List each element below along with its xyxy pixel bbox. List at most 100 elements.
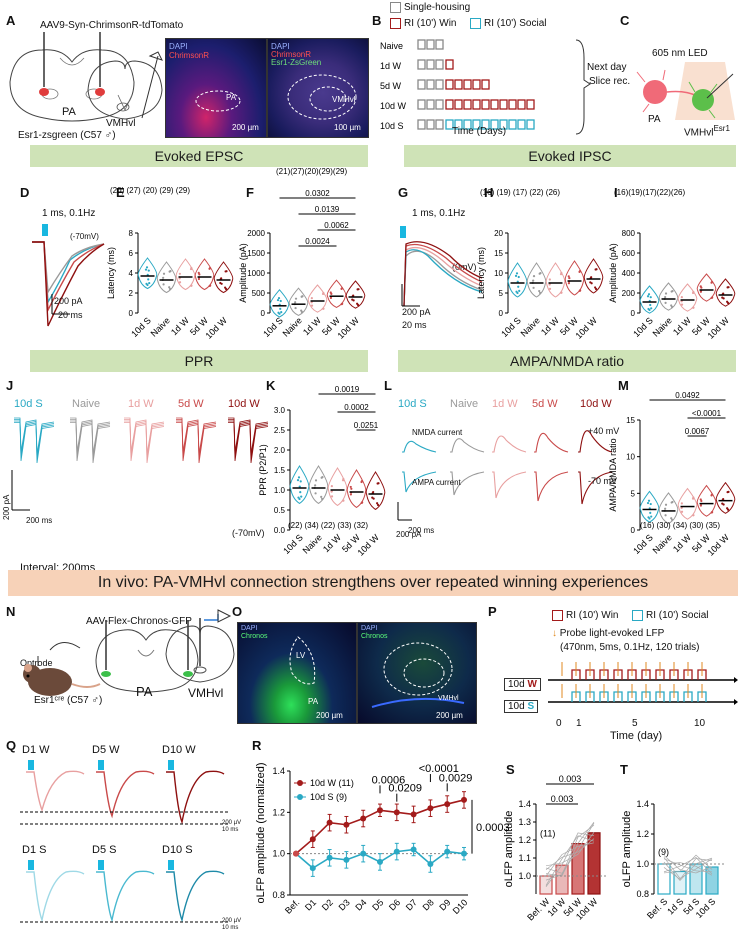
scale-y-g: 200 pA <box>402 307 431 317</box>
line-chart-r: 0.8 1.0 1.2 1.4 oLFP amplitude (normalized) B… <box>255 762 510 916</box>
laser-pulse <box>28 860 34 870</box>
schedule-row-label: 10d W <box>380 101 407 111</box>
x-tick-label: D5 <box>370 897 385 912</box>
violin-shape <box>327 467 348 506</box>
microscopy-pa-chronos: DAPI Chronos LV PA 200 µm <box>237 622 357 724</box>
y-tick-label: 500 <box>252 289 266 298</box>
individual-line <box>663 857 713 881</box>
scale-o1: 200 µm <box>316 711 343 720</box>
data-point <box>320 495 323 498</box>
data-point <box>650 307 653 310</box>
y-tick-label: 1000 <box>247 269 265 278</box>
y-tick-label: 2000 <box>247 229 265 238</box>
p-tick-1: 1 <box>576 718 582 729</box>
data-point <box>225 270 228 273</box>
data-point <box>329 296 333 300</box>
ppr-trace-label: 10d S <box>14 398 43 410</box>
data-point <box>567 282 571 285</box>
data-point <box>300 309 303 312</box>
data-point <box>427 805 434 812</box>
data-point <box>538 289 541 293</box>
social-box <box>445 119 454 130</box>
data-point <box>548 287 552 290</box>
y-tick-label: 200 <box>622 289 636 298</box>
panel-label-f: F <box>246 185 254 200</box>
ampa-nmda-trace-label: 10d W <box>580 398 612 410</box>
data-point <box>646 501 650 505</box>
violin-shape <box>526 262 547 298</box>
label-chronos-o: Chronos <box>241 633 268 640</box>
data-point <box>148 281 151 285</box>
data-point <box>517 275 520 279</box>
data-point <box>680 296 683 299</box>
data-point <box>393 848 400 855</box>
violin-shape <box>639 490 660 523</box>
social-box <box>517 119 526 130</box>
panel-label-e: E <box>116 185 125 200</box>
data-point <box>342 499 345 502</box>
nmda-label: NMDA current <box>412 428 463 437</box>
housing-box <box>417 79 426 90</box>
panel-label-g: G <box>398 185 409 200</box>
category-label: 10d W <box>355 532 381 558</box>
data-point <box>568 276 571 280</box>
y-axis-label: AMPA/NMDA ratio <box>608 438 618 511</box>
y-tick-label: 1.3 <box>518 817 531 827</box>
legend-housing: Single-housing <box>390 2 470 13</box>
panel-label-d: D <box>20 185 30 200</box>
y-axis-label: oLFP amplitude <box>503 811 515 888</box>
category-label: Naive <box>651 532 674 555</box>
data-point <box>350 487 353 490</box>
schedule-diagram: Naive 1d W 5d W 10d W 10d S <box>380 39 591 135</box>
panel-label-o: O <box>232 604 243 619</box>
nmda-trace <box>402 440 437 453</box>
scale-y-j: 200 pA <box>2 494 11 520</box>
led-label: 605 nm LED <box>652 48 708 59</box>
timeline-arrow <box>734 699 738 705</box>
data-point <box>649 303 652 307</box>
data-point <box>309 836 316 843</box>
mouse-label-n: Esr1ᶜʳᵉ (C57 ♂) <box>34 695 103 706</box>
category-label: 1d W <box>169 315 191 337</box>
label-dapi: DAPI <box>169 42 188 51</box>
individual-line <box>545 835 595 886</box>
trace-g <box>400 226 483 307</box>
vmhvl-label-c: VMHvlEsr1 <box>684 124 730 139</box>
x-tick-label: D3 <box>337 897 352 912</box>
data-point <box>360 479 364 483</box>
data-point <box>300 295 303 298</box>
legend-label: 10d S (9) <box>310 792 347 802</box>
x-tick-label: D6 <box>387 897 402 912</box>
y-axis-label: Latency (ms) <box>106 247 116 299</box>
data-point <box>664 503 668 506</box>
individual-line <box>545 821 595 877</box>
housing-box <box>435 39 444 50</box>
data-point <box>371 496 374 499</box>
label-vmh-o: VMHvl <box>438 695 459 702</box>
data-point <box>647 293 651 296</box>
p-value: 0.0024 <box>305 237 330 246</box>
p-value: <0.0001 <box>419 763 459 775</box>
nmda-trace <box>534 432 569 453</box>
violin-shape <box>677 487 698 520</box>
data-point <box>711 510 714 514</box>
label-dapi-o: DAPI <box>241 625 258 632</box>
brain-schematic-a2 <box>87 60 163 120</box>
y-tick-label: 1500 <box>247 249 265 258</box>
category-label: 10d S <box>631 532 655 556</box>
data-point <box>320 476 323 479</box>
ppr-trace-label: Naive <box>72 398 101 410</box>
panel-label-l: L <box>384 378 392 393</box>
n-counts: (20) (27) (20) (29) (29) <box>110 186 190 195</box>
data-point <box>711 296 714 299</box>
legend-p-win: RI (10') Win <box>552 610 618 621</box>
y-tick-label: 1.4 <box>272 766 285 776</box>
scale-y-d: 200 pA <box>54 296 83 306</box>
olfp-trace-label: D5 S <box>92 844 117 856</box>
data-point <box>310 304 314 307</box>
p-tick-10: 10 <box>694 718 706 729</box>
win-box <box>463 79 472 90</box>
data-point <box>309 865 316 872</box>
p-value: 0.0302 <box>305 189 330 198</box>
